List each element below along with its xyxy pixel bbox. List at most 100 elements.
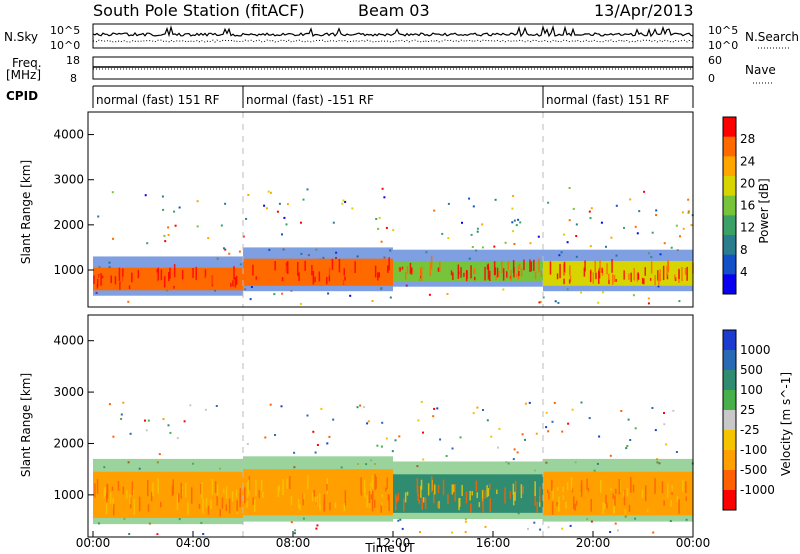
band-streak <box>486 264 489 270</box>
scatter-speck <box>615 204 618 207</box>
scatter-speck <box>366 422 369 425</box>
scatter-speck <box>609 531 612 533</box>
ytick-label: 4000 <box>53 128 84 142</box>
scatter-speck <box>399 518 402 521</box>
band-streak <box>670 500 672 507</box>
band-streak <box>633 268 635 281</box>
band-streak <box>122 268 124 282</box>
scatter-speck <box>513 448 516 451</box>
band-streak <box>96 278 99 288</box>
scatter-speck <box>375 218 378 220</box>
velocity-frame <box>87 314 694 538</box>
scatter-speck <box>420 400 423 403</box>
band-streak <box>385 487 387 492</box>
band-streak <box>662 265 665 281</box>
band-streak <box>147 504 150 512</box>
velocity-yticks: 1000 2000 3000 4000 <box>53 334 94 502</box>
scatter-speck <box>451 447 454 450</box>
band-streak <box>533 259 535 271</box>
band-streak <box>430 255 433 270</box>
band-streak <box>210 499 212 510</box>
scatter-speck <box>493 245 496 248</box>
band-streak <box>274 261 276 271</box>
band-streak <box>191 487 193 504</box>
scatter-speck <box>356 406 359 409</box>
nsearch-trace <box>92 39 694 43</box>
band-streak <box>598 267 601 279</box>
band-streak <box>463 272 465 277</box>
scatter-speck <box>471 246 474 248</box>
band-streak <box>343 268 345 278</box>
scatter-speck <box>207 237 210 240</box>
scatter-speck <box>433 209 436 212</box>
band-streak <box>645 485 647 502</box>
scatter-speck <box>681 211 684 214</box>
scatter-speck <box>446 293 449 295</box>
colorbar-swatch <box>723 136 736 157</box>
band-streak <box>512 483 515 495</box>
scatter-speck <box>590 207 593 210</box>
band-streak <box>219 276 221 282</box>
band-streak <box>140 280 142 287</box>
band-streak <box>658 273 660 286</box>
scatter-speck <box>464 531 467 534</box>
band-streak <box>314 496 317 503</box>
scatter-speck <box>127 300 130 303</box>
band-streak <box>611 259 613 273</box>
band-streak <box>405 272 407 280</box>
band-streak <box>540 270 543 277</box>
band-streak <box>573 496 575 510</box>
band-streak <box>311 265 313 276</box>
band-streak <box>281 277 284 282</box>
scatter-speck <box>433 407 436 410</box>
band-streak <box>451 484 454 495</box>
band-streak <box>360 492 363 496</box>
scatter-speck <box>605 245 607 248</box>
band-streak <box>131 272 133 283</box>
nsky-tick-bottom: 10^0 <box>50 39 80 52</box>
scatter-speck <box>513 243 516 245</box>
band-streak <box>173 285 175 289</box>
scatter-speck <box>497 446 499 449</box>
scatter-speck <box>672 409 675 412</box>
scatter-speck <box>445 455 448 457</box>
colorbar-swatch <box>723 430 736 451</box>
scatter-speck <box>332 221 335 224</box>
band-streak <box>548 491 550 500</box>
band-streak <box>383 275 386 285</box>
band-streak <box>277 486 280 498</box>
band-streak <box>623 270 625 280</box>
velocity-colorbar-label: Velocity [m s^-1] <box>779 372 793 476</box>
band-streak <box>411 267 413 272</box>
velocity-xlabel: Time UT <box>364 541 415 554</box>
band-streak <box>236 509 239 515</box>
band-streak <box>181 269 184 280</box>
band-streak <box>316 495 318 507</box>
scatter-speck <box>617 529 619 532</box>
band-streak <box>225 486 228 499</box>
band-streak <box>559 263 561 279</box>
colorbar-tick: 1000 <box>740 343 771 357</box>
scatter-speck <box>341 202 344 205</box>
band-streak <box>339 263 342 274</box>
band-streak <box>387 265 389 273</box>
band-streak <box>615 488 617 495</box>
band-streak <box>452 272 454 280</box>
band-streak <box>516 273 518 277</box>
scatter-speck <box>575 235 578 237</box>
band-streak <box>510 269 512 281</box>
band-streak <box>403 498 405 512</box>
band-streak <box>224 271 226 281</box>
scatter-speck <box>371 300 374 302</box>
scatter-speck <box>293 532 296 535</box>
band-streak <box>343 275 345 285</box>
scatter-speck <box>647 302 650 305</box>
band-streak <box>562 495 565 500</box>
ytick-label: 3000 <box>53 385 84 399</box>
scatter-speck <box>580 291 583 294</box>
band-streak <box>169 267 171 279</box>
band-streak <box>536 501 538 513</box>
scatter-speck <box>247 194 250 196</box>
band-streak <box>636 272 639 282</box>
band-streak <box>128 285 131 290</box>
